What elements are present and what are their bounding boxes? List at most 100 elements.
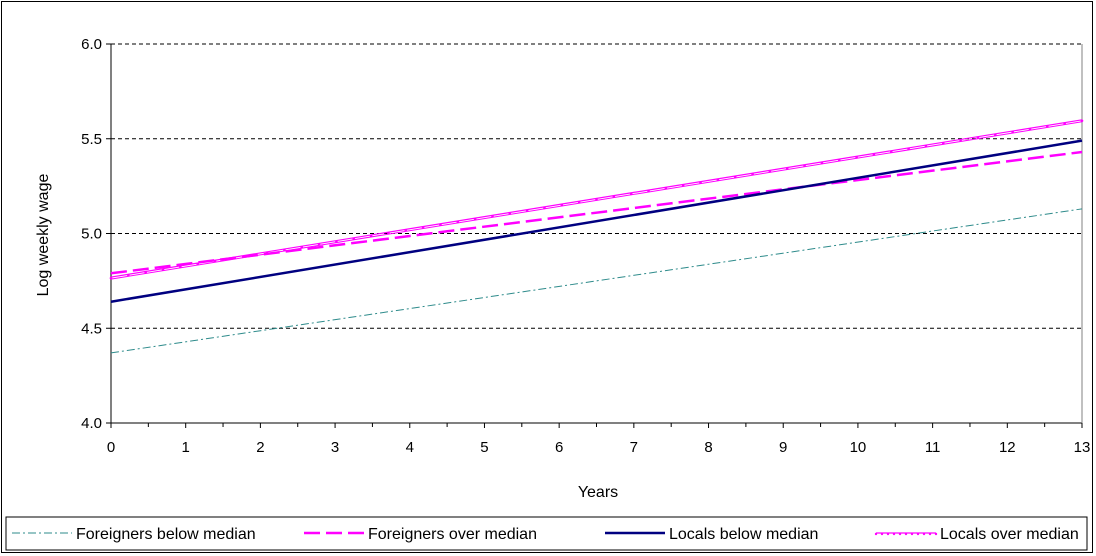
x-axis: 0 1 2 3 4 5 6 7 8 9 10 11 12 13	[107, 423, 1091, 456]
series-point	[976, 136, 980, 139]
legend-entry: Locals below median	[605, 526, 818, 543]
series-point	[335, 240, 338, 243]
x-tick-label: 12	[999, 439, 1016, 456]
series-point	[439, 223, 442, 227]
series-point	[421, 226, 425, 229]
series-point	[1028, 127, 1032, 131]
series-point	[716, 178, 720, 182]
y-axis: 4.0 4.5 5.0 5.5 6.0	[81, 36, 111, 432]
x-tick-label: 1	[182, 439, 190, 456]
y-tick-label: 6.0	[81, 36, 102, 53]
series-point	[924, 144, 928, 148]
series-point	[265, 251, 269, 255]
series-point	[317, 243, 321, 246]
x-tick-label: 3	[331, 439, 339, 456]
series-point	[699, 181, 702, 184]
series-point	[231, 257, 234, 260]
series-point	[681, 184, 685, 187]
series-point	[508, 212, 512, 215]
series-locals-below-median	[110, 139, 1083, 303]
series-point	[404, 229, 408, 232]
series-point	[560, 203, 564, 207]
series-point	[248, 254, 252, 257]
series-point	[1046, 125, 1049, 128]
legend-swatch-point	[898, 532, 902, 536]
series-point	[491, 214, 494, 218]
x-tick-label: 11	[925, 439, 941, 456]
series-point	[196, 262, 199, 266]
x-tick-label: 10	[850, 439, 867, 456]
x-tick-label: 9	[779, 439, 787, 456]
series-point	[369, 234, 373, 238]
series-point	[1011, 130, 1014, 134]
legend-swatch-point	[886, 532, 890, 536]
gridlines	[111, 43, 1082, 329]
series-point	[179, 265, 182, 269]
y-tick-label: 5.5	[81, 131, 102, 148]
series-point	[127, 273, 130, 277]
series-point	[213, 259, 217, 263]
series-point	[543, 206, 546, 210]
y-tick-label: 4.5	[81, 320, 102, 337]
legend-swatch-point	[892, 532, 896, 536]
series-point	[907, 147, 910, 151]
series-point	[820, 161, 824, 165]
legend-label: Locals below median	[669, 526, 818, 543]
series-point	[768, 170, 772, 173]
series-point	[994, 133, 997, 137]
y-tick-label: 4.0	[81, 415, 102, 432]
x-tick-label: 6	[555, 439, 563, 456]
series-point	[837, 158, 841, 162]
legend-swatch-point	[910, 532, 914, 536]
series-point	[785, 167, 789, 170]
series-point	[352, 237, 356, 241]
series-point	[872, 153, 876, 156]
legend-swatch-point	[934, 532, 938, 536]
x-tick-label: 4	[406, 439, 414, 456]
series-locals-over-median	[109, 119, 1084, 280]
x-tick-label: 2	[256, 439, 264, 456]
series-foreigners-below-median	[110, 208, 1083, 354]
legend-label: Foreigners over median	[368, 526, 537, 543]
x-tick-label: 5	[480, 439, 488, 456]
series-point	[283, 248, 286, 252]
y-tick-label: 5.0	[81, 226, 102, 243]
series-point	[855, 156, 858, 159]
legend-box	[5, 516, 1088, 551]
series-point	[941, 141, 945, 145]
legend-entry: Locals over median	[874, 526, 1079, 543]
series-point	[300, 245, 304, 249]
legend-label: Foreigners below median	[76, 526, 256, 543]
legend-swatch-point	[904, 532, 908, 536]
series-point	[525, 209, 529, 212]
series-point	[1080, 119, 1084, 123]
legend-swatch-point	[922, 532, 926, 536]
series-point	[889, 150, 893, 153]
x-tick-label: 0	[107, 439, 115, 456]
series-line	[110, 208, 1083, 354]
series-point	[1063, 122, 1066, 125]
x-tick-label: 8	[704, 439, 712, 456]
x-tick-label: 7	[630, 439, 638, 456]
series-point	[577, 200, 581, 204]
series-point	[387, 231, 390, 235]
legend-entry: Foreigners below median	[12, 526, 256, 543]
series-layer	[109, 119, 1084, 354]
legend-entry: Foreigners over median	[304, 526, 537, 543]
legend-swatch-point	[928, 532, 932, 536]
legend: Foreigners below median Foreigners over m…	[5, 516, 1088, 551]
x-tick-label: 13	[1074, 439, 1091, 456]
series-point	[456, 220, 460, 224]
series-line	[110, 139, 1083, 303]
series-point	[612, 195, 616, 198]
series-point	[109, 276, 113, 280]
series-point	[664, 186, 668, 190]
series-point	[629, 192, 633, 196]
legend-swatch-point	[880, 532, 884, 536]
series-point	[959, 139, 962, 142]
series-point	[144, 271, 147, 274]
series-point	[595, 198, 598, 201]
series-point	[161, 268, 165, 271]
